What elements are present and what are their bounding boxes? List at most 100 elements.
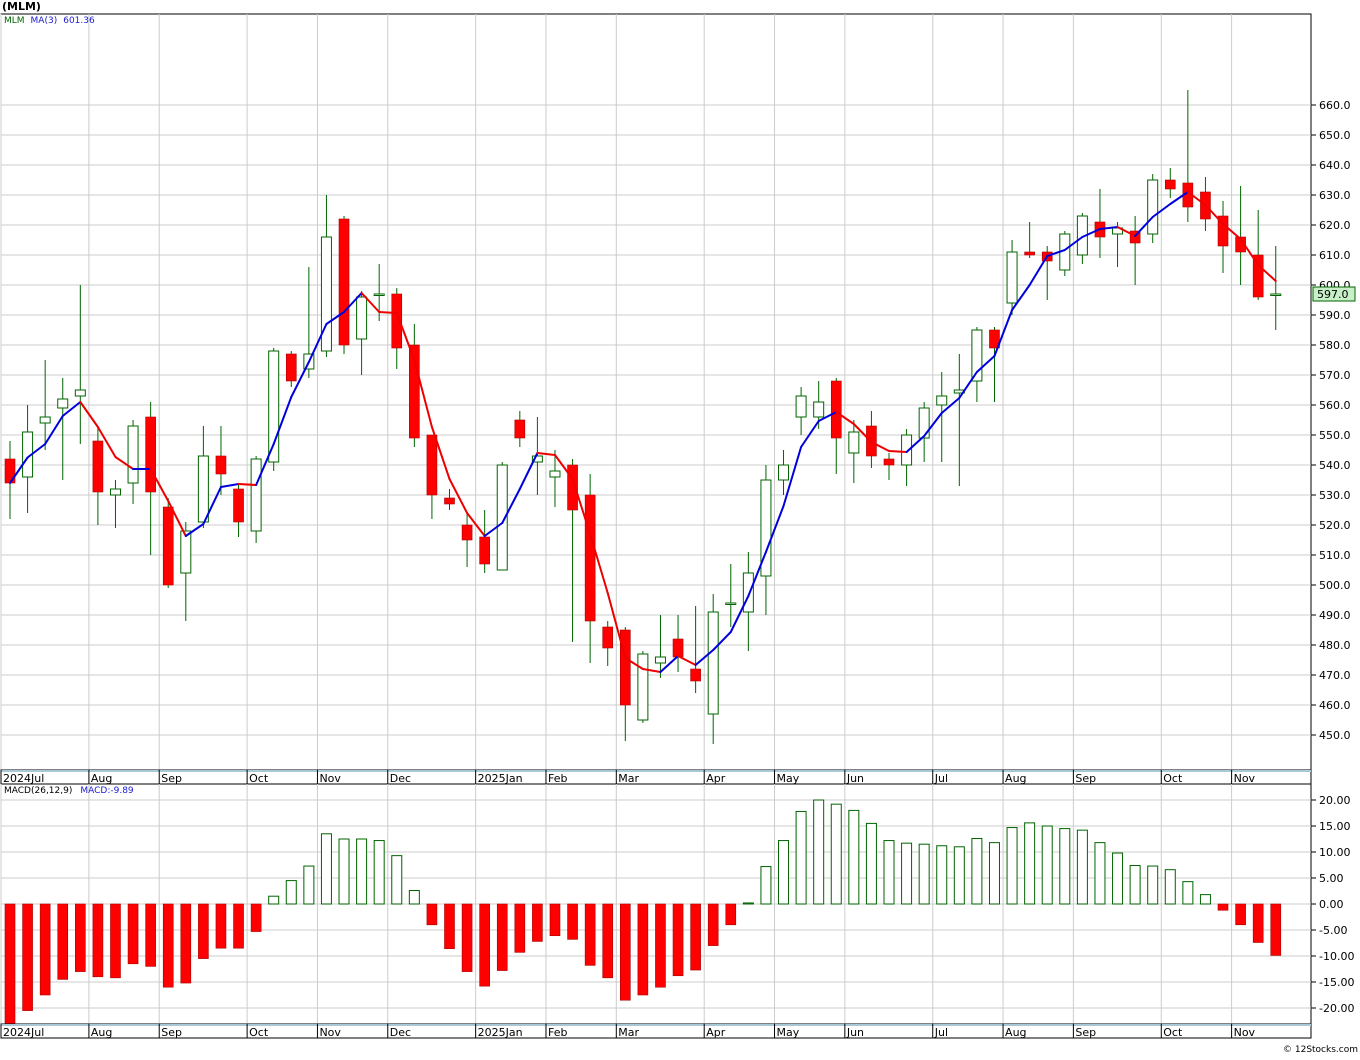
macd-bar-negative [1217, 903, 1229, 911]
macd-bar-negative [1252, 903, 1264, 943]
candle-down [567, 464, 578, 511]
ma-segment [975, 355, 996, 373]
ma-segment [923, 412, 943, 437]
candle-down [479, 536, 490, 565]
ma-segment [395, 312, 416, 361]
macd-bar-positive [1164, 869, 1176, 905]
macd-bar-positive [1147, 865, 1159, 905]
ma-segment [1134, 216, 1154, 237]
candle-down [145, 416, 156, 493]
macd-bar-negative [584, 903, 596, 966]
price-tick-label: 610.0 [1319, 249, 1351, 262]
price-tick-label: 620.0 [1319, 219, 1351, 232]
macd-bar-negative [461, 903, 473, 972]
candle-up [725, 602, 737, 605]
candle-down [285, 353, 297, 382]
price-x-label: Jul [934, 772, 948, 785]
candle-up [971, 329, 983, 382]
candle-up [268, 350, 280, 463]
candle-down [690, 668, 701, 682]
ma-segment [1046, 249, 1066, 257]
legend-ma-value: 601.36 [63, 16, 95, 26]
macd-bar-negative [198, 903, 209, 959]
macd-bar-positive [373, 840, 385, 905]
candle-up [373, 293, 385, 296]
macd-bar-positive [356, 838, 368, 905]
macd-bar-positive [795, 810, 807, 905]
macd-bar-positive [1059, 828, 1071, 905]
candle-down [1217, 215, 1229, 247]
macd-bar-negative [725, 903, 737, 926]
price-tick-label: 500.0 [1319, 579, 1351, 592]
macd-bar-negative [4, 903, 16, 1025]
candle-down [514, 419, 526, 439]
price-x-label: Aug [91, 772, 112, 785]
price-x-label: Jun [846, 772, 864, 785]
ma-segment [536, 452, 556, 456]
candle-down [444, 497, 455, 505]
ma-segment [1151, 203, 1172, 218]
candle-down [672, 638, 684, 658]
candle-up [637, 653, 649, 721]
ma-segment [553, 454, 574, 480]
candle-down [1252, 254, 1264, 298]
macd-x-label: Nov [319, 1026, 341, 1039]
price-tick-label: 630.0 [1319, 189, 1351, 202]
macd-x-label: Oct [1163, 1026, 1183, 1039]
macd-x-label: Dec [390, 1026, 411, 1039]
price-tick-label: 650.0 [1319, 129, 1351, 142]
candle-down [391, 293, 403, 349]
macd-bar-negative [57, 903, 69, 980]
ma-segment [26, 443, 47, 459]
macd-x-label: May [777, 1026, 800, 1039]
ma-segment [360, 292, 381, 313]
ma-segment [852, 423, 873, 443]
macd-bar-negative [250, 903, 262, 932]
macd-bar-negative [444, 903, 455, 950]
candle-up [760, 479, 772, 577]
macd-bar-positive [1024, 822, 1036, 905]
candle-down [1024, 251, 1035, 256]
candle-up [180, 530, 192, 574]
candle-down [426, 434, 438, 496]
candle-up [813, 401, 825, 418]
candle-down [233, 488, 244, 523]
ma-segment [694, 649, 715, 666]
macd-tick-label: -15.00 [1319, 976, 1354, 989]
candle-up [778, 464, 790, 481]
candle-up [250, 458, 262, 532]
macd-bar-positive [901, 842, 913, 905]
ma-segment [641, 668, 662, 673]
price-tick-label: 540.0 [1319, 459, 1351, 472]
macd-legend: MACD(26,12,9) MACD:-9.89 [4, 786, 134, 796]
price-x-label: Nov [319, 772, 341, 785]
price-x-label: Aug [1005, 772, 1026, 785]
macd-bar-positive [865, 822, 877, 905]
ma-segment [1081, 228, 1101, 238]
candle-up [654, 656, 666, 664]
price-tick-label: 590.0 [1319, 309, 1351, 322]
candle-down [830, 380, 842, 439]
ma-segment [1239, 238, 1260, 266]
ma-segment [800, 420, 820, 448]
macd-bar-positive [953, 846, 965, 905]
macd-tick-label: -10.00 [1319, 950, 1354, 963]
candle-down [883, 458, 895, 466]
macd-bar-negative [479, 903, 490, 987]
macd-bar-negative [602, 903, 614, 979]
ma-segment [202, 486, 222, 525]
macd-bar-positive [1182, 881, 1194, 905]
price-tick-label: 490.0 [1319, 609, 1351, 622]
macd-bar-positive [268, 895, 280, 905]
macd-x-label: Mar [618, 1026, 639, 1039]
candle-up [74, 389, 86, 397]
price-x-label: May [777, 772, 800, 785]
ma-segment [589, 533, 609, 594]
ma-segment [747, 551, 767, 597]
price-x-label: Sep [161, 772, 182, 785]
macd-y-axis: -20.00 -15.00 -10.00 -5.00 0.00 5.00 10.00 15.0… [1311, 794, 1354, 1015]
price-tick-label: 640.0 [1319, 159, 1351, 172]
macd-bar-negative [162, 903, 174, 988]
ma-segment [1169, 191, 1189, 205]
macd-bar-negative [39, 903, 51, 996]
